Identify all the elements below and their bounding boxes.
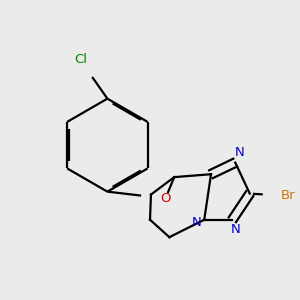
Text: Cl: Cl (74, 53, 87, 66)
Text: N: N (192, 216, 201, 229)
Text: O: O (160, 192, 171, 205)
Text: N: N (235, 146, 245, 159)
Text: N: N (230, 223, 240, 236)
Text: Br: Br (281, 189, 296, 202)
